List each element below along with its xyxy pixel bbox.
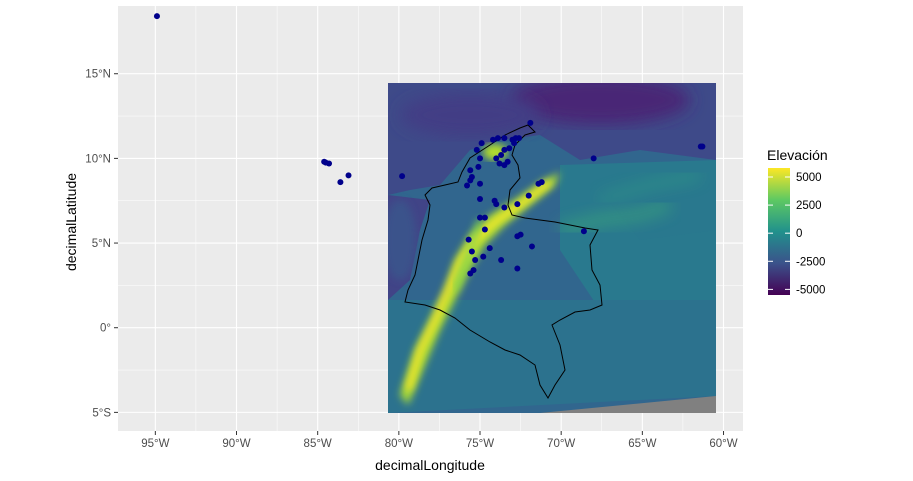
x-tick-label: 60°W	[709, 438, 737, 450]
occurrence-point	[477, 214, 484, 221]
legend-label: -2500	[796, 256, 825, 268]
legend-colorbar	[768, 168, 790, 295]
y-tick-label: 0°	[100, 323, 111, 335]
occurrence-point	[699, 143, 706, 150]
occurrence-point	[486, 245, 493, 252]
x-tick-label: 85°W	[304, 438, 332, 450]
occurrence-point	[470, 267, 477, 274]
occurrence-point	[515, 135, 522, 142]
occurrence-point	[514, 265, 521, 272]
occurrence-point	[511, 140, 518, 147]
occurrence-point	[322, 159, 329, 166]
x-tick-label: 80°W	[385, 438, 413, 450]
legend-label: 2500	[796, 200, 822, 212]
legend-label: -5000	[796, 284, 825, 296]
occurrence-point	[514, 233, 521, 240]
legend-ticks: 5000 2500 0 -2500 -5000	[768, 172, 825, 296]
occurrence-point	[580, 228, 587, 235]
occurrence-point	[493, 155, 500, 162]
y-axis: 5°S 0° 5°N 10°N 15°N	[85, 69, 118, 419]
occurrence-point	[506, 145, 513, 152]
occurrence-point	[467, 177, 474, 184]
occurrence-point	[464, 182, 471, 189]
occurrence-point	[345, 172, 352, 179]
occurrence-point	[399, 173, 406, 180]
occurrence-point	[337, 179, 344, 186]
elevation-raster	[388, 83, 716, 413]
occurrence-points	[153, 13, 706, 277]
occurrence-point	[494, 135, 501, 142]
x-axis: 95°W 90°W 85°W 80°W 75°W 70°W 65°W 60°W	[141, 431, 738, 450]
occurrence-point	[527, 119, 534, 126]
occurrence-point	[472, 256, 479, 263]
legend-label: 5000	[796, 172, 822, 184]
occurrence-point	[501, 204, 508, 211]
occurrence-point	[490, 136, 496, 143]
occurrence-point	[477, 155, 484, 162]
occurrence-point	[498, 152, 505, 159]
occurrence-point	[480, 253, 487, 260]
occurrence-point	[473, 146, 480, 153]
occurrence-point	[504, 158, 511, 165]
occurrence-point	[525, 192, 532, 199]
y-axis-title: decimalLatitude	[63, 173, 79, 271]
x-tick-label: 65°W	[628, 438, 656, 450]
occurrence-point	[493, 201, 500, 208]
occurrence-point	[465, 236, 472, 243]
y-tick-label: 5°S	[92, 407, 111, 419]
legend-label: 0	[796, 228, 802, 240]
occurrence-point	[481, 226, 488, 233]
occurrence-point	[501, 135, 508, 142]
occurrence-point	[481, 214, 488, 221]
x-tick-label: 70°W	[547, 438, 575, 450]
x-tick-label: 90°W	[222, 438, 250, 450]
x-tick-label: 75°W	[466, 438, 494, 450]
occurrence-point	[528, 243, 535, 250]
occurrence-point	[477, 196, 484, 203]
legend: Elevación 5000 2500 0 -2500 -5000	[767, 147, 828, 296]
y-tick-label: 5°N	[92, 238, 111, 250]
occurrence-point	[501, 146, 508, 153]
occurrence-point	[468, 248, 475, 255]
legend-title: Elevación	[767, 147, 828, 163]
occurrence-point	[467, 167, 474, 174]
occurrence-point	[496, 160, 503, 167]
occurrence-point	[498, 256, 505, 263]
occurrence-point	[478, 140, 485, 147]
occurrence-point	[477, 180, 484, 187]
x-axis-title: decimalLongitude	[375, 457, 485, 473]
occurrence-point	[153, 13, 160, 20]
occurrence-point	[590, 155, 597, 162]
occurrence-point	[475, 163, 482, 170]
country-outline	[404, 124, 603, 400]
occurrence-point	[538, 179, 545, 186]
y-tick-label: 10°N	[85, 153, 111, 165]
y-tick-label: 15°N	[85, 69, 111, 81]
occurrence-point	[514, 201, 521, 208]
x-tick-label: 95°W	[141, 438, 169, 450]
